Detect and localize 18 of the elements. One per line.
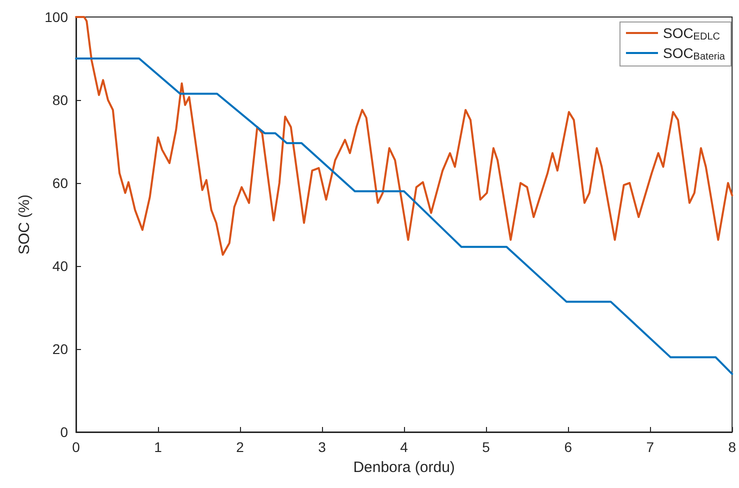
x-tick-label: 1 (154, 439, 162, 455)
y-tick-label: 80 (52, 92, 68, 108)
x-tick-label: 5 (482, 439, 490, 455)
y-tick-label: 0 (60, 424, 68, 440)
y-tick-label: 20 (52, 341, 68, 357)
y-axis-title: SOC (%) (16, 194, 33, 254)
x-tick-label: 4 (400, 439, 408, 455)
x-tick-label: 3 (318, 439, 326, 455)
x-tick-label: 6 (564, 439, 572, 455)
line-series (75, 16, 734, 256)
y-tick-label: 40 (52, 258, 68, 274)
y-tick-label: 60 (52, 175, 68, 191)
x-tick-label: 2 (236, 439, 244, 455)
x-tick-label: 7 (646, 439, 654, 455)
x-tick-label: 0 (72, 439, 80, 455)
y-tick-label: 100 (44, 9, 68, 25)
x-axis-title: Denbora (ordu) (353, 459, 455, 476)
x-tick-label: 8 (728, 439, 736, 455)
